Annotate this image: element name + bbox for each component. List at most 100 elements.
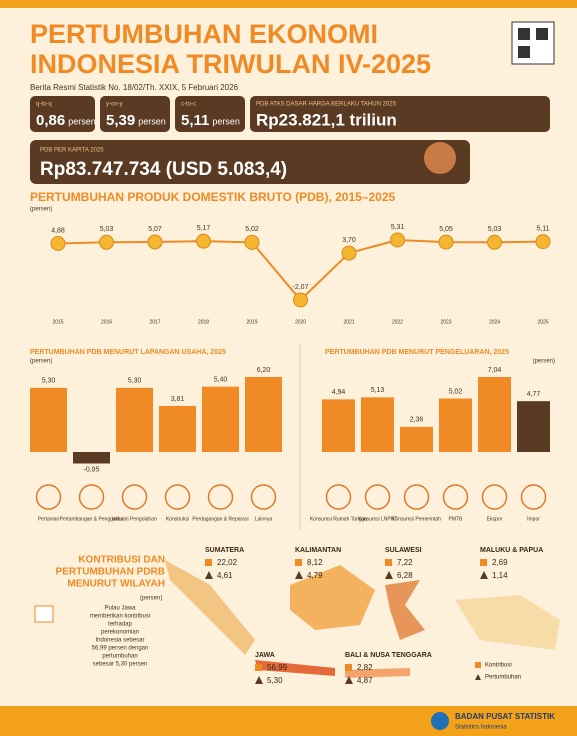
gdp-point xyxy=(293,292,308,308)
person-icon xyxy=(424,142,456,174)
bar-value-label: -0,95 xyxy=(84,466,100,473)
bar xyxy=(517,401,550,452)
map-jawa xyxy=(255,660,335,676)
gdp-point xyxy=(244,234,260,250)
region-contribution: 56,99 xyxy=(267,663,288,672)
stat-unit: persen xyxy=(68,116,96,126)
category-icon xyxy=(442,484,469,510)
gdp-point xyxy=(535,234,551,250)
gdp-point xyxy=(99,234,114,250)
category-icon xyxy=(207,484,234,510)
section-title: PERTUMBUHAN PDB MENURUT LAPANGAN USAHA, … xyxy=(30,349,226,356)
bar xyxy=(439,398,472,452)
section-title: PERTUMBUHAN PRODUK DOMESTIK BRUTO (PDB),… xyxy=(30,190,396,204)
legend-icon xyxy=(475,674,481,680)
stat-label: y-on-y xyxy=(106,102,123,108)
gdp-point xyxy=(438,234,454,250)
region-growth: 5,30 xyxy=(267,676,283,685)
note-icon xyxy=(34,605,54,623)
legend-icon xyxy=(475,662,481,668)
gdp-point xyxy=(487,234,502,250)
region-contribution: 8,12 xyxy=(307,558,323,567)
category-icon xyxy=(35,484,62,510)
bar-value-label: 3,81 xyxy=(171,396,185,403)
per-capita-box xyxy=(30,140,470,184)
map-bali-nt xyxy=(345,668,410,678)
category-label: Konsumsi LNPRT xyxy=(358,516,398,522)
stat-unit: persen xyxy=(212,116,240,126)
bar-value-label: 5,02 xyxy=(449,388,463,395)
category-label: Konsumsi Pemerintah xyxy=(392,516,441,522)
legend-label: Kontribusi xyxy=(485,663,512,669)
category-label: Ekspor xyxy=(487,516,503,522)
category-icon xyxy=(403,484,430,510)
contribution-icon xyxy=(255,664,262,671)
stat-value: 5,11 xyxy=(181,112,209,129)
region-growth: 4,61 xyxy=(217,571,233,580)
gdp-value-label: 5,11 xyxy=(536,225,549,232)
gdp-value-label: 5,31 xyxy=(391,224,405,231)
qr-code xyxy=(518,46,530,58)
region-title: KONTRIBUSI DAN xyxy=(78,555,165,566)
x-tick-label: 2024 xyxy=(489,319,500,325)
map-kalimantan xyxy=(290,565,375,630)
gdp-point xyxy=(147,234,163,250)
stat-label: PDB ATAS DASAR HARGA BERLAKU TAHUN 2025 xyxy=(256,102,397,108)
gdp-value-label: 5,17 xyxy=(197,225,211,232)
growth-icon xyxy=(255,676,263,684)
x-tick-label: 2023 xyxy=(440,319,451,325)
legend-label: Pertumbuhan xyxy=(485,675,521,681)
bar xyxy=(73,452,110,464)
bar-value-label: 4,77 xyxy=(527,391,541,398)
subtitle: Berita Resmi Statistik No. 18/02/Th. XXI… xyxy=(30,83,239,92)
contribution-icon xyxy=(295,559,302,566)
region-note: sebesar 5,30 persen xyxy=(93,662,148,668)
category-icon xyxy=(78,484,105,510)
category-label: PMTB xyxy=(449,516,464,522)
gdp-value-label: 3,70 xyxy=(342,237,356,244)
region-name: BALI & NUSA TENGGARA xyxy=(345,652,432,659)
category-label: Perdagangan & Reparasi xyxy=(192,516,248,522)
x-tick-label: 2021 xyxy=(343,319,354,325)
category-icon xyxy=(520,484,547,510)
bar-value-label: 7,04 xyxy=(488,367,502,374)
region-note: Pulau Jawa xyxy=(104,606,136,612)
region-contribution: 2,69 xyxy=(492,558,508,567)
category-icon xyxy=(164,484,191,510)
bar xyxy=(30,387,67,452)
contribution-icon xyxy=(205,559,212,566)
map-papua xyxy=(455,595,560,650)
contribution-icon xyxy=(385,559,392,566)
bar-value-label: 5,30 xyxy=(128,378,142,385)
per-capita-value: Rp83.747.734 (USD 5.083,4) xyxy=(40,159,287,180)
region-name: SULAWESI xyxy=(385,547,422,554)
category-icon xyxy=(364,484,391,510)
region-unit: (persen) xyxy=(140,596,162,602)
gdp-value-label: 4,88 xyxy=(51,227,65,234)
region-note: pertumbuhan xyxy=(102,654,137,660)
region-growth: 4,79 xyxy=(307,571,323,580)
stat-box xyxy=(100,96,170,132)
section-unit: (persen) xyxy=(30,359,52,365)
growth-icon xyxy=(295,571,303,579)
region-growth: 1,14 xyxy=(492,571,508,580)
section-unit: (persen) xyxy=(30,207,52,213)
category-label: Lainnya xyxy=(255,516,273,522)
category-label: Industri Pengolahan xyxy=(112,516,157,522)
bar-value-label: 5,13 xyxy=(371,387,385,394)
x-tick-label: 2018 xyxy=(198,319,209,325)
region-note: Indonesia sebesar xyxy=(95,638,144,644)
region-growth: 6,28 xyxy=(397,571,413,580)
gdp-value-label: 5,02 xyxy=(245,226,259,233)
stat-value: Rp23.821,1 triliun xyxy=(256,110,397,129)
region-growth: 4,87 xyxy=(357,676,373,685)
per-capita-label: PDB PER KAPITA 2025 xyxy=(40,148,104,154)
qr-code xyxy=(518,28,530,40)
contribution-icon xyxy=(480,559,487,566)
stat-box xyxy=(175,96,245,132)
gdp-value-label: -2,07 xyxy=(293,284,309,291)
category-label: Pertambangan & Penggalian xyxy=(60,516,124,522)
growth-icon xyxy=(205,571,213,579)
x-tick-label: 2019 xyxy=(246,319,257,325)
